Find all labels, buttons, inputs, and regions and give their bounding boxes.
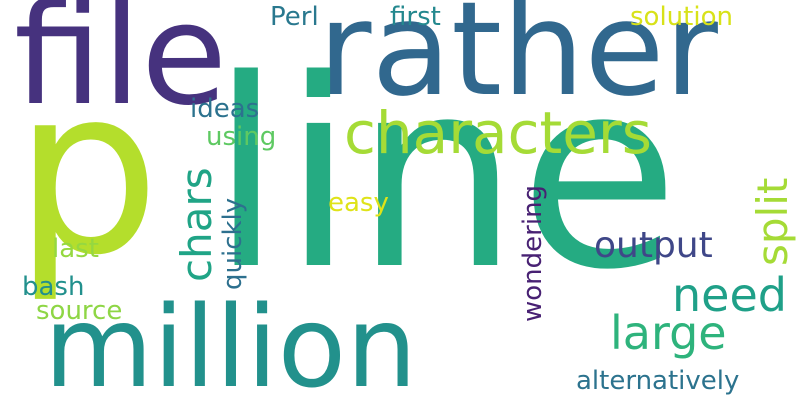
word-source: source	[36, 296, 123, 326]
word-perl: Perl	[270, 2, 319, 32]
word-need: need	[672, 268, 787, 322]
word-last: last	[52, 234, 99, 264]
word-large: large	[610, 306, 727, 360]
word-split: split	[748, 177, 797, 266]
word-chars: chars	[172, 167, 221, 282]
word-rather: rather	[318, 0, 718, 125]
word-using: using	[206, 122, 277, 152]
word-output: output	[594, 225, 713, 266]
word-ideas: ideas	[190, 94, 260, 124]
word-solution: solution	[630, 2, 733, 32]
word-bash: bash	[22, 272, 85, 302]
word-alternatively: alternatively	[576, 366, 740, 396]
word-easy: easy	[328, 188, 389, 218]
word-million: million	[44, 283, 418, 400]
word-quickly: quickly	[218, 197, 248, 290]
word-line: line	[210, 25, 680, 327]
word-first: first	[390, 2, 441, 32]
word-wondering: wondering	[518, 184, 548, 322]
word-characters: characters	[344, 99, 652, 167]
word-p: p	[14, 39, 160, 306]
word-file: file	[14, 0, 228, 137]
